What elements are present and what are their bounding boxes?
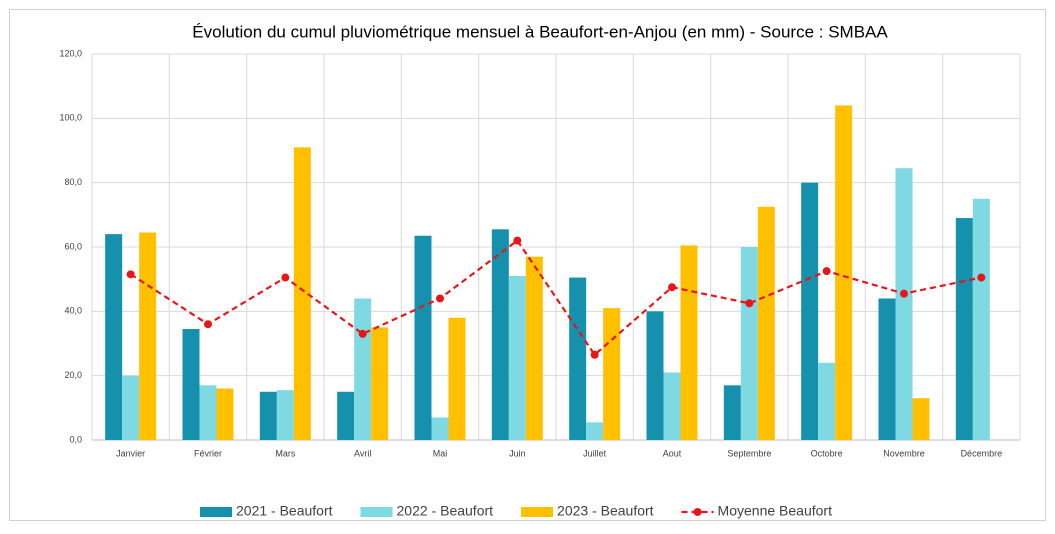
x-tick-label: Février (194, 448, 222, 458)
legend-label: 2023 - Beaufort (557, 503, 654, 519)
x-tick-label: Novembre (883, 448, 925, 458)
y-tick-label: 60,0 (64, 241, 82, 251)
x-tick-label: Juillet (583, 448, 607, 458)
bar (199, 385, 217, 440)
x-tick-label: Mars (275, 448, 295, 458)
bar (431, 417, 449, 440)
x-tick-label: Juin (509, 448, 526, 458)
bar (414, 235, 432, 440)
bar (371, 327, 389, 440)
legend-label: 2022 - Beaufort (397, 503, 494, 519)
bar (895, 168, 913, 441)
y-tick-label: 40,0 (64, 306, 82, 316)
bar (835, 105, 853, 440)
bar (878, 298, 896, 440)
bar (955, 218, 973, 440)
line-point (513, 236, 522, 245)
chart-title: Évolution du cumul pluviométrique mensue… (192, 22, 888, 41)
bar (972, 198, 990, 440)
x-tick-label: Septembre (727, 448, 771, 458)
line-point (358, 329, 367, 338)
x-tick-label: Mai (433, 448, 448, 458)
bar (569, 277, 587, 440)
x-tick-label: Aout (663, 448, 682, 458)
bar (740, 247, 758, 440)
bar (448, 317, 466, 440)
bar (818, 362, 836, 440)
x-tick-label: Octobre (811, 448, 843, 458)
bar (337, 391, 355, 440)
legend-label: Moyenne Beaufort (718, 503, 833, 519)
bar (216, 388, 234, 440)
line-point (126, 270, 135, 279)
bar (182, 329, 200, 440)
legend-swatch (521, 507, 554, 517)
bar (586, 422, 604, 440)
bar (801, 182, 819, 440)
legend-swatch (360, 507, 393, 517)
bar (105, 234, 123, 440)
bar (354, 298, 372, 440)
bar (259, 391, 277, 440)
bar (723, 385, 741, 440)
line-point (281, 273, 290, 282)
bar (139, 232, 157, 440)
bar (603, 308, 621, 440)
bar (293, 147, 311, 441)
bar (663, 372, 681, 440)
bar (508, 275, 526, 440)
line-point (745, 299, 754, 308)
line-point (668, 283, 676, 292)
legend-swatch (693, 508, 702, 516)
bar (525, 256, 543, 440)
bar (122, 375, 140, 440)
y-tick-label: 120,0 (59, 48, 82, 58)
y-tick-label: 100,0 (59, 113, 82, 123)
line-point (900, 289, 908, 298)
y-tick-label: 0,0 (69, 434, 82, 444)
bar (680, 245, 698, 440)
line-point (590, 350, 599, 359)
bar (646, 311, 664, 440)
bar (757, 206, 775, 440)
legend-label: 2021 - Beaufort (236, 503, 333, 519)
line-point (204, 320, 212, 329)
line-point (822, 267, 831, 276)
bar (276, 390, 294, 440)
x-tick-label: Décembre (961, 448, 1003, 458)
x-tick-label: Janvier (116, 448, 145, 458)
line-point (436, 294, 444, 303)
line-point (977, 273, 986, 282)
x-tick-label: Avril (354, 448, 371, 458)
y-tick-label: 20,0 (64, 370, 82, 380)
bar (491, 229, 509, 440)
bar (912, 398, 930, 440)
y-tick-label: 80,0 (64, 177, 82, 187)
legend-swatch (200, 507, 232, 517)
